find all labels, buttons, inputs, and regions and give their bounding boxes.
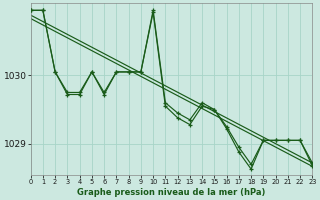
X-axis label: Graphe pression niveau de la mer (hPa): Graphe pression niveau de la mer (hPa) [77,188,266,197]
